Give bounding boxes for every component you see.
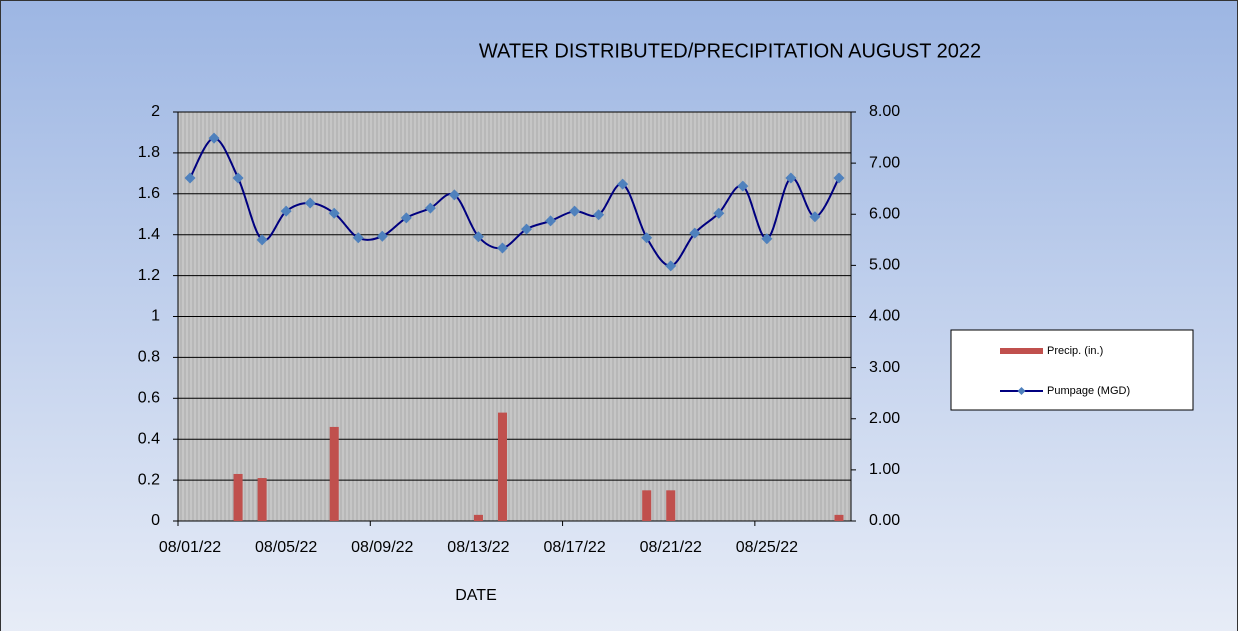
marker: [400, 212, 412, 224]
marker: [424, 202, 436, 214]
marker: [232, 172, 244, 184]
marker: [713, 207, 725, 219]
y2-tick-label: 4.00: [869, 308, 900, 325]
bar: [257, 478, 267, 521]
marker: [256, 234, 268, 246]
y-tick-label: 1.8: [138, 144, 160, 161]
x-tick-label: 08/17/22: [543, 539, 605, 556]
y-tick-label: 0.2: [138, 471, 160, 488]
legend: [950, 329, 1194, 411]
x-tick-label: 08/01/22: [159, 539, 221, 556]
x-tick-label: 08/13/22: [447, 539, 509, 556]
marker: [208, 132, 220, 144]
bar: [329, 426, 339, 521]
marker: [304, 197, 316, 209]
marker: [496, 242, 508, 254]
y-tick-label: 1.2: [138, 267, 160, 284]
y-tick-label: 0.6: [138, 390, 160, 407]
y-tick-label: 0: [151, 512, 160, 529]
bar: [233, 473, 243, 521]
y2-tick-label: 1.00: [869, 461, 900, 478]
marker: [328, 207, 340, 219]
marker: [593, 209, 605, 221]
y2-tick-label: 7.00: [869, 154, 900, 171]
marker: [472, 231, 484, 243]
marker: [569, 205, 581, 217]
y2-tick-label: 3.00: [869, 359, 900, 376]
x-axis-title: DATE: [455, 587, 496, 604]
y-tick-label: 0.8: [138, 349, 160, 366]
x-tick-label: 08/05/22: [255, 539, 317, 556]
marker: [280, 205, 292, 217]
marker: [665, 260, 677, 272]
bar: [642, 490, 652, 521]
legend-marker: [1017, 387, 1026, 395]
y-tick-label: 1: [151, 308, 160, 325]
y2-tick-label: 0.00: [869, 512, 900, 529]
legend-label: Pumpage (MGD): [1047, 385, 1130, 397]
marker: [641, 232, 653, 244]
marker: [737, 180, 749, 192]
bar: [834, 514, 844, 521]
marker: [184, 172, 196, 184]
y-tick-label: 0.4: [138, 430, 160, 447]
x-tick-label: 08/21/22: [640, 539, 702, 556]
chart-title: WATER DISTRIBUTED/PRECIPITATION AUGUST 2…: [479, 40, 981, 62]
y-tick-label: 2: [151, 103, 160, 120]
marker: [689, 227, 701, 239]
bar: [666, 490, 676, 521]
line: [189, 137, 840, 267]
marker: [785, 172, 797, 184]
y-tick-label: 1.4: [138, 226, 160, 243]
y2-tick-label: 2.00: [869, 410, 900, 427]
y2-tick-label: 6.00: [869, 205, 900, 222]
marker: [833, 172, 845, 184]
marker: [545, 215, 557, 227]
marker: [448, 189, 460, 201]
legend-label: Precip. (in.): [1047, 345, 1103, 357]
y2-tick-label: 8.00: [869, 103, 900, 120]
y-tick-label: 1.6: [138, 185, 160, 202]
marker: [761, 233, 773, 245]
legend-swatch: [1000, 348, 1043, 354]
marker: [352, 232, 364, 244]
marker: [376, 230, 388, 242]
bar: [473, 514, 483, 521]
marker: [617, 178, 629, 190]
marker: [809, 211, 821, 223]
x-tick-label: 08/25/22: [736, 539, 798, 556]
y2-tick-label: 5.00: [869, 257, 900, 274]
bar: [497, 412, 507, 521]
x-tick-label: 08/09/22: [351, 539, 413, 556]
marker: [521, 223, 533, 235]
